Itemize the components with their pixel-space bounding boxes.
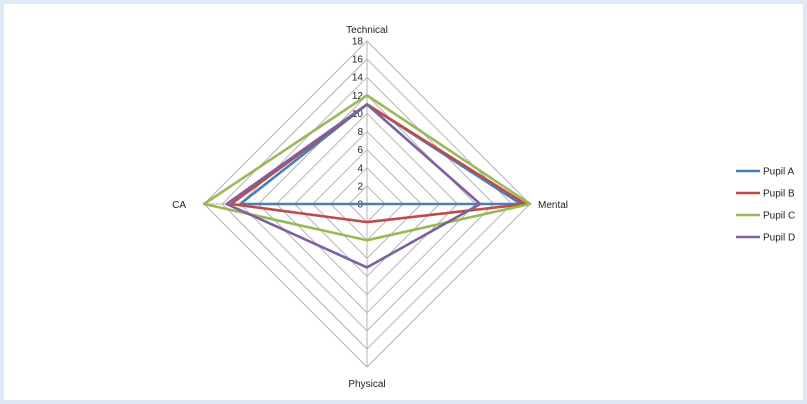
chart-area: 0 2 4 6 8 10 12 14 16 18 Technical Mental Physical C… [4, 4, 803, 400]
tick-label: 10 [352, 109, 364, 120]
tick-label: 8 [357, 127, 363, 138]
series-line-pupil-d [225, 103, 482, 269]
axis-label-ca: CA [172, 200, 186, 211]
axis-label-mental: Mental [538, 200, 568, 211]
legend-label: Pupil C [763, 211, 795, 222]
tick-label: 2 [357, 181, 363, 192]
series-line-pupil-a [238, 103, 523, 206]
axis-labels: Technical Mental Physical CA [172, 25, 568, 390]
tick-label: 12 [352, 91, 364, 102]
tick-label: 6 [357, 145, 363, 156]
tick-label: 4 [357, 163, 363, 174]
legend-label: Pupil D [763, 233, 795, 244]
tick-label: 18 [352, 37, 364, 48]
series-line-pupil-c [202, 94, 532, 242]
tick-label: 16 [352, 55, 364, 66]
legend: Pupil A Pupil B Pupil C Pupil D [736, 167, 795, 244]
series-line-pupil-b [229, 103, 527, 224]
tick-label: 14 [352, 73, 364, 84]
axis-label-technical: Technical [346, 25, 388, 36]
legend-label: Pupil A [763, 167, 794, 178]
axis-label-physical: Physical [348, 379, 385, 390]
legend-label: Pupil B [763, 189, 795, 200]
series-lines [202, 94, 532, 269]
